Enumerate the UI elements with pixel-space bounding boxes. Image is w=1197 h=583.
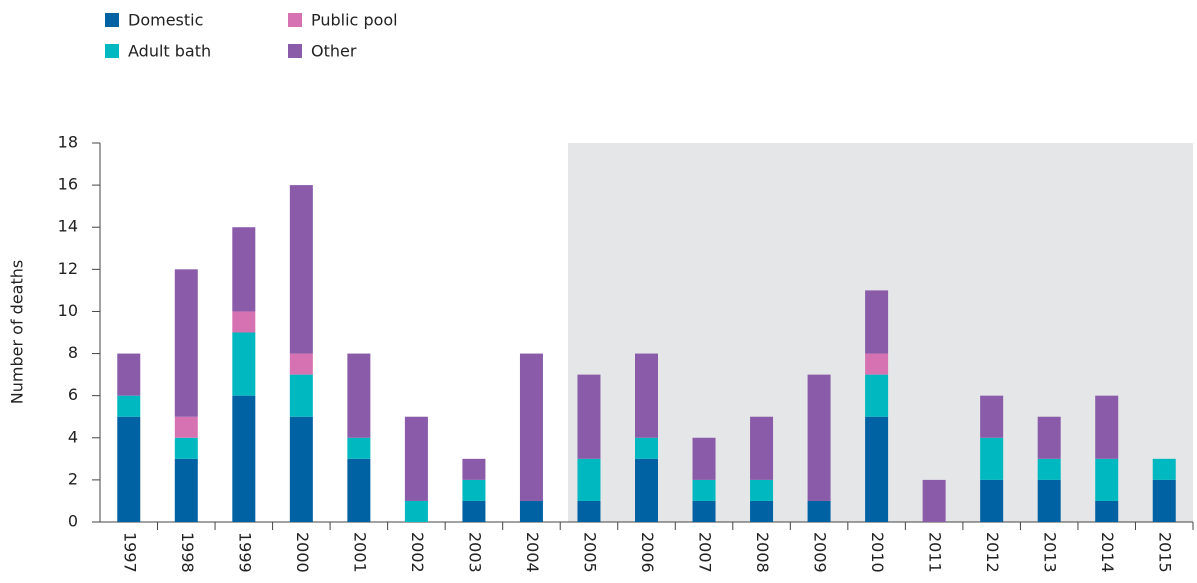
x-tick-label: 1997: [120, 532, 139, 573]
bar-segment: [519, 353, 543, 501]
bar-segment: [347, 353, 371, 438]
x-tick-label: 2013: [1041, 532, 1060, 573]
y-tick-label: 2: [68, 469, 78, 488]
legend-label: Public pool: [311, 11, 398, 30]
bar-segment: [289, 416, 313, 522]
bar-segment: [635, 458, 658, 522]
bar-segment: [1037, 479, 1061, 522]
y-tick-label: 18: [58, 133, 78, 152]
x-tick-label: 2009: [811, 532, 830, 573]
bar-segment: [462, 458, 486, 480]
bar-segment: [462, 500, 486, 522]
bar-segment: [289, 353, 313, 375]
bar-segment: [635, 437, 658, 459]
bar-segment: [980, 479, 1004, 522]
bar-segment: [347, 458, 371, 522]
bar-segment: [1152, 458, 1176, 480]
legend-label: Other: [311, 42, 357, 61]
x-tick-label: 2005: [580, 532, 599, 573]
y-tick-label: 6: [68, 385, 78, 404]
bar-segment: [922, 479, 946, 522]
bar-segment: [807, 500, 831, 522]
legend-swatch: [105, 44, 119, 58]
bar-segment: [174, 416, 198, 438]
x-tick-label: 2011: [926, 532, 945, 573]
bar-segment: [692, 437, 716, 480]
bar-segment: [1095, 395, 1119, 459]
x-tick-label: 1998: [178, 532, 197, 573]
x-tick-label: 2006: [638, 532, 657, 573]
x-tick-label: 2014: [1098, 532, 1117, 573]
y-tick-label: 12: [58, 259, 78, 278]
bar-segment: [1152, 479, 1176, 522]
bar-segment: [865, 416, 889, 522]
x-tick-label: 2012: [983, 532, 1002, 573]
bar-segment: [865, 290, 889, 354]
bar-segment: [577, 458, 601, 501]
bar-segment: [289, 374, 313, 417]
y-tick-label: 16: [58, 175, 78, 194]
bar-segment: [1095, 458, 1119, 501]
y-tick-label: 8: [68, 343, 78, 362]
bar-segment: [807, 374, 831, 501]
bar-segment: [404, 500, 428, 522]
bar-segment: [750, 500, 774, 522]
y-tick-label: 14: [58, 217, 78, 236]
bar-segment: [577, 374, 601, 459]
bar-segment: [1037, 458, 1061, 480]
bar-segment: [404, 416, 428, 501]
x-tick-label: 2002: [408, 532, 427, 573]
legend-label: Adult bath: [128, 42, 211, 61]
bar-segment: [750, 479, 774, 501]
bar-segment: [980, 437, 1004, 480]
bar-segment: [750, 416, 774, 480]
bar-segment: [980, 395, 1004, 438]
bar-segment: [519, 500, 543, 522]
bar-segment: [1037, 416, 1061, 459]
bar-segment: [865, 374, 889, 417]
bar-segment: [117, 353, 141, 396]
y-tick-label: 10: [58, 301, 78, 320]
x-tick-label: 2001: [350, 532, 369, 573]
bar-segment: [117, 395, 141, 417]
x-tick-label: 2008: [753, 532, 772, 573]
x-tick-label: 2010: [868, 532, 887, 573]
legend-label: Domestic: [128, 11, 203, 30]
legend-swatch: [288, 44, 302, 58]
bar-segment: [692, 500, 716, 522]
bar-segment: [174, 269, 198, 417]
bar-segment: [635, 353, 658, 438]
x-tick-label: 2007: [696, 532, 715, 573]
y-axis-label: Number of deaths: [8, 260, 27, 404]
bar-segment: [462, 479, 486, 501]
bar-segment: [232, 395, 256, 522]
x-tick-label: 2004: [523, 532, 542, 573]
bar-segment: [232, 227, 256, 312]
legend-swatch: [105, 13, 119, 27]
x-tick-label: 2003: [465, 532, 484, 573]
x-tick-label: 1999: [235, 532, 254, 573]
y-tick-label: 0: [68, 512, 78, 531]
bar-segment: [577, 500, 601, 522]
x-tick-label: 2000: [293, 532, 312, 573]
bar-segment: [174, 458, 198, 522]
bar-segment: [289, 185, 313, 354]
bar-segment: [1095, 500, 1119, 522]
legend-swatch: [288, 13, 302, 27]
bar-segment: [692, 479, 716, 501]
bar-segment: [174, 437, 198, 459]
bar-segment: [117, 416, 141, 522]
bar-segment: [347, 437, 371, 459]
bar-segment: [232, 332, 256, 396]
bar-segment: [865, 353, 889, 375]
bar-segment: [232, 311, 256, 333]
x-tick-label: 2015: [1156, 532, 1175, 573]
y-tick-label: 4: [68, 427, 78, 446]
